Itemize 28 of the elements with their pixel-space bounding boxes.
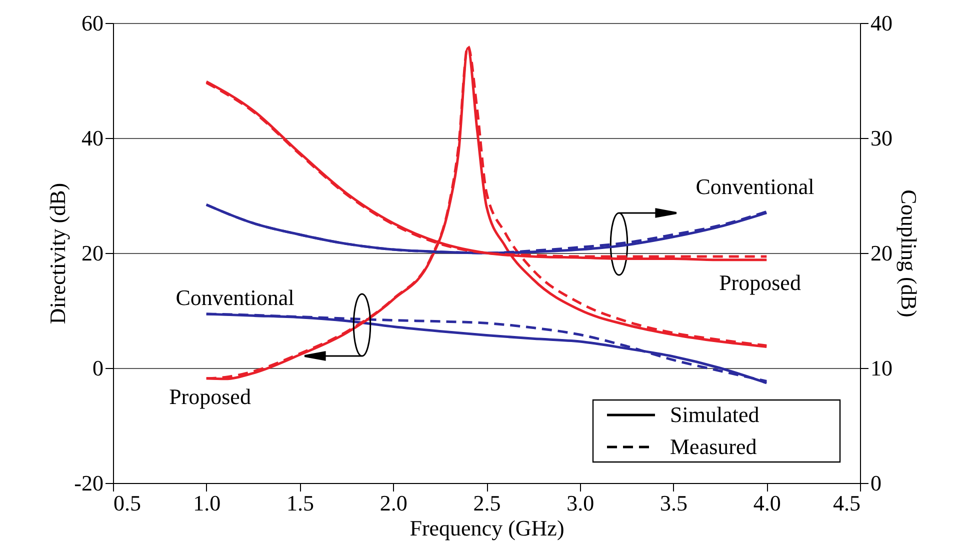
x-tick-label: 2.5 xyxy=(473,490,501,516)
x-tick-label: 0.5 xyxy=(114,490,141,516)
y2-tick-label: 40 xyxy=(870,10,892,36)
y-tick-label: 0 xyxy=(92,356,104,380)
x-tick-label: 4.5 xyxy=(833,490,860,516)
annotation: Proposed xyxy=(719,270,801,295)
x-tick-label: 1.5 xyxy=(286,490,314,516)
annotation: Conventional xyxy=(176,285,294,310)
x-tick-label: 2.0 xyxy=(380,490,408,516)
y-tick-label: 40 xyxy=(82,126,104,150)
series-label: Simulated xyxy=(670,402,760,427)
x-tick-label: 3.5 xyxy=(660,490,688,516)
y-tick-label: 20 xyxy=(82,240,104,266)
x-tick-label: 4.0 xyxy=(753,490,781,516)
y2-tick-label: 0 xyxy=(870,470,882,496)
y-axis-title: Directivity (dB) xyxy=(45,182,70,324)
y2-tick-label: 10 xyxy=(870,356,892,380)
y2-tick-label: 30 xyxy=(870,126,892,150)
annotation: Proposed xyxy=(169,384,251,409)
y-tick-label: 60 xyxy=(82,10,104,36)
y2-tick-label: 20 xyxy=(870,240,892,266)
x-axis-title: Frequency (GHz) xyxy=(410,516,564,540)
annotation: Conventional xyxy=(696,174,814,199)
y2-axis-title: Coupling (dB) xyxy=(896,190,922,318)
x-tick-label: 1.0 xyxy=(193,490,221,516)
y-tick-label: -20 xyxy=(74,470,104,496)
x-tick-label: 3.0 xyxy=(566,490,594,516)
text: Measured xyxy=(670,434,757,459)
